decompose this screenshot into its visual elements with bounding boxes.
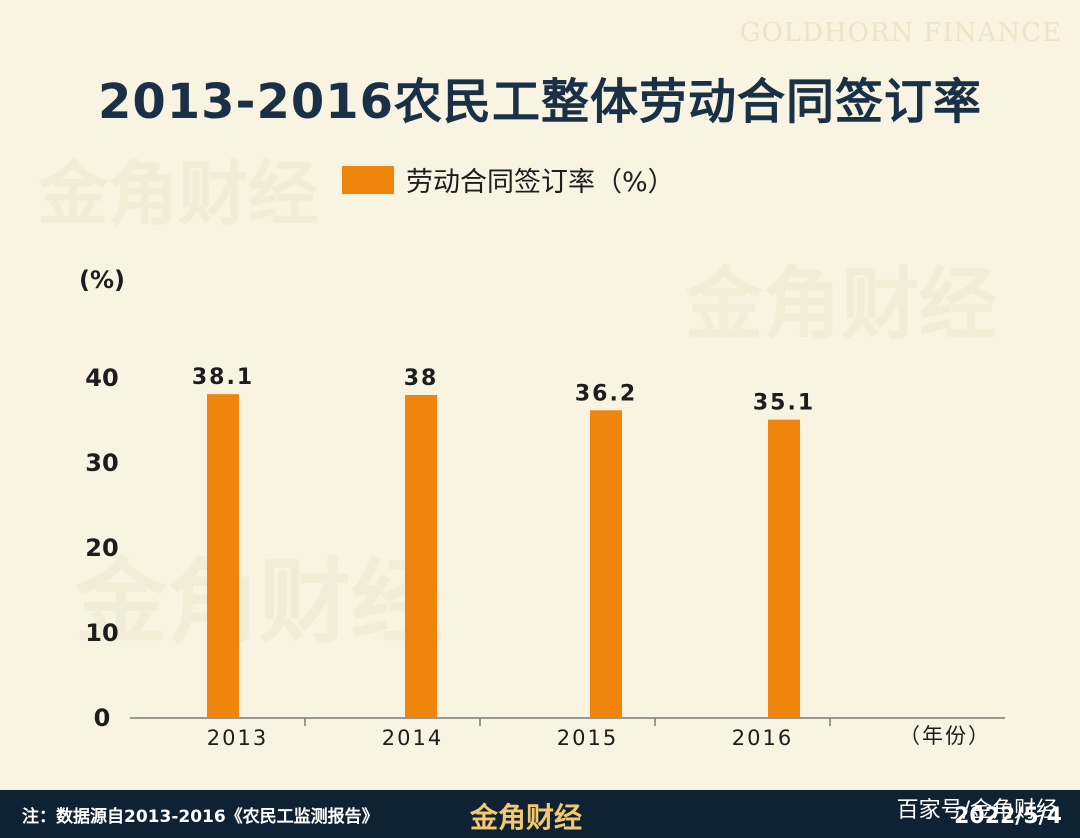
bar [590,410,622,718]
bar [768,419,800,718]
footer-note: 注：数据源自2013-2016《农民工监测报告》 [22,807,379,827]
x-axis-label: （年份） [899,724,991,748]
legend-swatch [342,165,394,194]
footer-source: 百家号/金角财经 [896,798,1058,823]
chart-title: 2013-2016农民工整体劳动合同签订率 [97,74,983,130]
bar-chart: (%) 0 10 20 30 40 38.1 2013 38 2014 36.2 2015 35.1 20… [79,266,1005,750]
legend-label: 劳动合同签订率（%） [406,167,675,198]
data-label: 36.2 [575,381,637,406]
x-tick-label: 2015 [557,726,618,750]
data-label: 35.1 [753,391,815,416]
footer-bar: 注：数据源自2013-2016《农民工监测报告》 金角财经 2022/5/4 百… [0,790,1080,838]
x-tick-label: 2013 [207,726,268,750]
y-tick-label: 20 [85,534,118,562]
chart-legend: 劳动合同签订率（%） [342,160,675,199]
y-tick-label: 30 [85,449,118,477]
x-tick-label: 2016 [732,726,793,750]
data-label: 38 [404,366,439,391]
brand-english-watermark: GOLDHORN FINANCE [739,18,1062,48]
bar [405,395,437,718]
y-tick-label: 10 [85,619,118,647]
y-tick-label: 0 [94,704,111,732]
x-tick-label: 2014 [382,726,443,750]
footer-date: 2022/5/4 [954,804,1062,829]
data-label: 38.1 [192,365,254,390]
y-axis-label: (%) [79,266,125,294]
y-tick-label: 40 [85,364,118,392]
footer-brand-logo: 金角财经 [470,801,583,834]
bar [207,394,239,718]
